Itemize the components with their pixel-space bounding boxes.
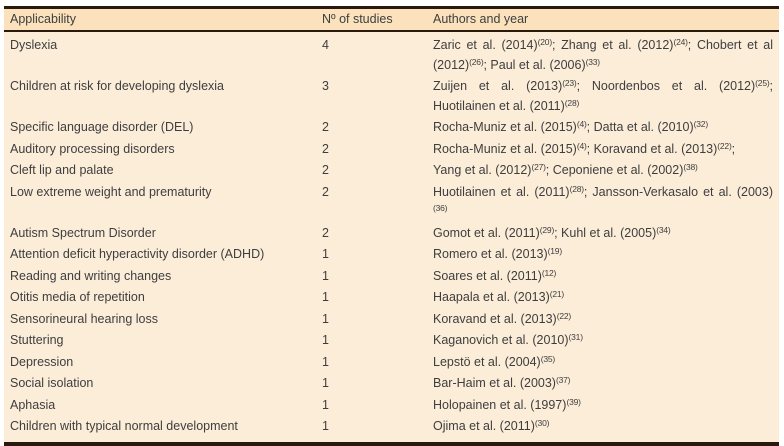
table-row: Aphasia 1 Holopainen et al. (1997)(39) xyxy=(4,395,779,417)
reference-superscript: (27) xyxy=(531,162,546,172)
studies-applicability-table: Applicability Nº of studies Authors and … xyxy=(4,6,779,446)
applicability-cell: Attention deficit hyperactivity disorder… xyxy=(10,247,265,261)
reference-superscript: (35) xyxy=(540,353,556,364)
num-studies-cell: 2 xyxy=(322,163,329,177)
authors-cell: Ojima et al. (2011)(30) xyxy=(433,418,550,433)
authors-cell: Romero et al. (2013)(19) xyxy=(433,246,563,261)
applicability-cell: Depression xyxy=(10,354,74,369)
num-studies-cell: 1 xyxy=(322,333,329,347)
num-studies-cell: 4 xyxy=(322,38,329,52)
table-row: Cleft lip and palate 2 Yang et al. (2012)(… xyxy=(4,160,779,182)
reference-superscript: (12) xyxy=(541,267,557,278)
num-studies-cell: 1 xyxy=(322,354,329,369)
num-studies-cell: 1 xyxy=(322,311,329,326)
reference-superscript: (19) xyxy=(547,246,563,256)
authors-cell: Gomot et al. (2011)(29); Kuhl et al. (20… xyxy=(433,224,671,240)
num-studies-cell: 2 xyxy=(322,141,329,156)
table-row: Stuttering 1 Kaganovich et al. (2010)(31) xyxy=(4,330,779,352)
authors-cell: Holopainen et al. (1997)(39) xyxy=(433,396,581,412)
reference-superscript: (23) xyxy=(562,78,577,88)
applicability-cell: Sensorineural hearing loss xyxy=(10,311,159,326)
applicability-cell: Cleft lip and palate xyxy=(10,163,114,177)
table-body: Dyslexia 4 Zaric et al. (2014)(20); Zhang … xyxy=(4,32,779,442)
applicability-cell: Aphasia xyxy=(10,397,56,412)
reference-superscript: (32) xyxy=(693,119,709,129)
authors-cell: Rocha-Muniz et al. (2015)(4); Datta et a… xyxy=(433,119,709,134)
reference-superscript: (28) xyxy=(569,183,585,194)
applicability-cell: Children with typical normal development xyxy=(10,419,238,433)
reference-superscript: (33) xyxy=(585,56,601,67)
table-row: Dyslexia 4 Zaric et al. (2014)(20); Zhang … xyxy=(4,35,779,76)
num-studies-cell: 1 xyxy=(322,247,329,261)
table-row: Reading and writing changes 1 Soares et al… xyxy=(4,266,779,288)
reference-superscript: (29) xyxy=(539,224,555,235)
table-row: Depression 1 Lepstö et al. (2004)(35) xyxy=(4,352,779,374)
column-header-applicability: Applicability xyxy=(10,12,77,27)
reference-superscript: (25) xyxy=(755,78,770,88)
num-studies-cell: 1 xyxy=(322,376,329,390)
reference-superscript: (26) xyxy=(469,56,484,67)
num-studies-cell: 1 xyxy=(322,268,329,283)
applicability-cell: Reading and writing changes xyxy=(10,268,172,283)
reference-superscript: (21) xyxy=(549,289,565,299)
num-studies-cell: 1 xyxy=(322,419,329,433)
reference-superscript: (28) xyxy=(564,97,580,108)
reference-superscript: (20) xyxy=(537,37,553,47)
reference-superscript: (4) xyxy=(576,119,587,129)
authors-cell: Rocha-Muniz et al. (2015)(4); Koravand e… xyxy=(433,140,736,156)
table-row: Sensorineural hearing loss 1 Koravand et a… xyxy=(4,309,779,331)
reference-superscript: (4) xyxy=(576,140,587,151)
applicability-cell: Specific language disorder (DEL) xyxy=(10,120,194,134)
num-studies-cell: 3 xyxy=(322,79,329,93)
applicability-cell: Children at risk for developing dyslexia xyxy=(10,79,224,93)
column-header-authors-year: Authors and year xyxy=(433,12,529,27)
reference-superscript: (37) xyxy=(555,375,571,385)
reference-superscript: (38) xyxy=(683,162,698,172)
applicability-cell: Low extreme weight and prematurity xyxy=(10,184,212,199)
applicability-cell: Stuttering xyxy=(10,333,64,347)
num-studies-cell: 1 xyxy=(322,290,329,304)
table-row: Specific language disorder (DEL) 2 Rocha-M… xyxy=(4,117,779,139)
authors-cell: Bar-Haim et al. (2003)(37) xyxy=(433,375,571,390)
authors-cell: Lepstö et al. (2004)(35) xyxy=(433,353,556,369)
reference-superscript: (31) xyxy=(568,332,584,342)
authors-cell: Yang et al. (2012)(27); Ceponiene et al.… xyxy=(433,162,698,177)
table-row: Children with typical normal development… xyxy=(4,416,779,438)
table-row: Children at risk for developing dyslexia… xyxy=(4,76,779,117)
column-header-num-studies: Nº of studies xyxy=(322,12,393,27)
table-row: Otitis media of repetition 1 Haapala et al… xyxy=(4,287,779,309)
applicability-cell: Autism Spectrum Disorder xyxy=(10,225,156,240)
reference-superscript: (39) xyxy=(566,396,581,407)
num-studies-cell: 2 xyxy=(322,225,329,240)
table-row: Auditory processing disorders 2 Rocha-Muni… xyxy=(4,139,779,161)
reference-superscript: (36) xyxy=(433,203,448,213)
authors-cell: Haapala et al. (2013)(21) xyxy=(433,289,565,304)
reference-superscript: (22) xyxy=(717,140,732,151)
authors-cell: Zuijen et al. (2013)(23); Noordenbos et … xyxy=(433,78,773,113)
table-row: Social isolation 1 Bar-Haim et al. (2003)(… xyxy=(4,373,779,395)
authors-cell: Huotilainen et al. (2011)(28); Jansson-V… xyxy=(433,183,773,214)
applicability-cell: Dyslexia xyxy=(10,38,58,52)
applicability-cell: Social isolation xyxy=(10,376,94,390)
num-studies-cell: 2 xyxy=(322,184,329,199)
authors-cell: Kaganovich et al. (2010)(31) xyxy=(433,332,584,347)
num-studies-cell: 2 xyxy=(322,120,329,134)
num-studies-cell: 1 xyxy=(322,397,329,412)
table-row: Attention deficit hyperactivity disorder… xyxy=(4,244,779,266)
authors-cell: Koravand et al. (2013)(22) xyxy=(433,310,572,326)
table-header-row: Applicability Nº of studies Authors and … xyxy=(4,9,779,32)
reference-superscript: (24) xyxy=(673,37,688,47)
reference-superscript: (34) xyxy=(656,224,671,235)
applicability-cell: Otitis media of repetition xyxy=(10,290,145,304)
authors-cell: Soares et al. (2011)(12) xyxy=(433,267,557,283)
table-row: Low extreme weight and prematurity 2 Huoti… xyxy=(4,182,779,223)
applicability-cell: Auditory processing disorders xyxy=(10,141,175,156)
authors-cell: Zaric et al. (2014)(20); Zhang et al. (2… xyxy=(433,37,773,72)
reference-superscript: (22) xyxy=(556,310,572,321)
reference-superscript: (30) xyxy=(534,418,550,428)
table-row: Autism Spectrum Disorder 2 Gomot et al. (2… xyxy=(4,223,779,245)
